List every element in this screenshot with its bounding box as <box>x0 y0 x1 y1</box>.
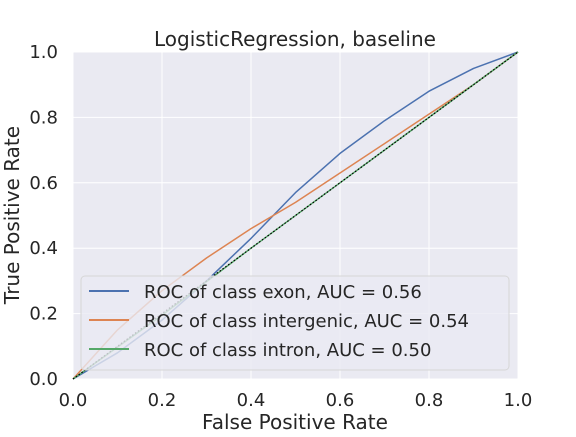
legend-label-exon: ROC of class exon, AUC = 0.56 <box>144 282 422 303</box>
x-axis-label: False Positive Rate <box>202 410 388 432</box>
legend-label-intergenic: ROC of class intergenic, AUC = 0.54 <box>144 311 469 332</box>
y-tick-label: 1.0 <box>29 42 58 63</box>
x-tick-label: 1.0 <box>504 390 533 411</box>
legend-label-intron: ROC of class intron, AUC = 0.50 <box>144 340 431 361</box>
y-axis-label: True Positive Rate <box>0 126 24 305</box>
x-tick-label: 0.6 <box>326 390 355 411</box>
legend: ROC of class exon, AUC = 0.56 ROC of cla… <box>80 275 510 371</box>
y-tick-label: 0.0 <box>29 369 58 390</box>
y-tick-label: 0.8 <box>29 107 58 128</box>
y-tick-label: 0.2 <box>29 304 58 325</box>
x-tick-label: 0.0 <box>59 390 88 411</box>
x-tick-label: 0.8 <box>415 390 444 411</box>
x-tick-label: 0.4 <box>237 390 266 411</box>
x-tick-label: 0.2 <box>148 390 177 411</box>
tick-labels: 0.0 0.2 0.4 0.6 0.8 1.0 0.0 0.2 0.4 0.6 0.8 1.0 <box>29 42 532 411</box>
y-tick-label: 0.4 <box>29 238 58 259</box>
legend-box <box>80 275 510 371</box>
y-tick-label: 0.6 <box>29 173 58 194</box>
chart-title: LogisticRegression, baseline <box>154 27 436 51</box>
